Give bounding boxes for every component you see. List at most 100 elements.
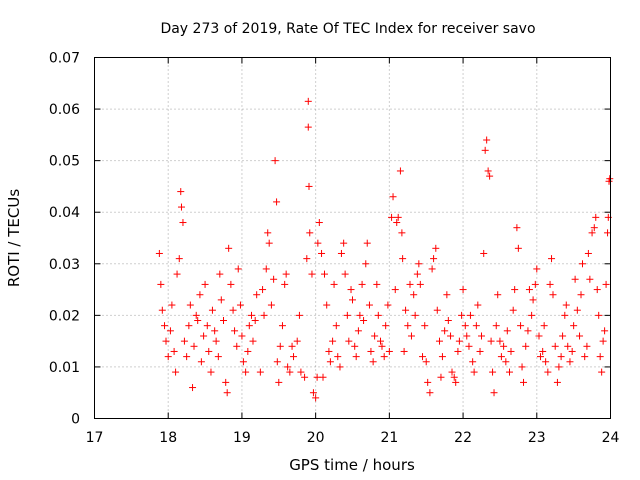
data-point xyxy=(290,353,298,361)
data-point xyxy=(380,353,388,361)
data-point xyxy=(315,219,323,227)
data-point xyxy=(360,317,368,325)
data-point xyxy=(332,322,340,330)
data-point xyxy=(578,260,586,268)
y-tick-labels: 0 0.01 0.02 0.03 0.04 0.05 0.06 0.07 xyxy=(49,51,80,428)
data-point xyxy=(487,337,495,345)
data-point xyxy=(396,167,404,175)
y-tick-label: 0.04 xyxy=(49,205,80,221)
data-point xyxy=(419,353,427,361)
data-point xyxy=(377,337,385,345)
data-point xyxy=(369,358,377,366)
data-point xyxy=(455,337,463,345)
data-point xyxy=(318,249,326,257)
data-point xyxy=(304,97,312,105)
data-point xyxy=(329,337,337,345)
data-point xyxy=(200,332,208,340)
data-point xyxy=(256,368,264,376)
data-point xyxy=(536,353,544,361)
data-point xyxy=(227,280,235,288)
data-point xyxy=(196,291,204,299)
data-point xyxy=(421,322,429,330)
data-point xyxy=(205,347,213,355)
data-point xyxy=(212,337,220,345)
data-point xyxy=(281,280,289,288)
data-point xyxy=(185,322,193,330)
data-point xyxy=(374,311,382,319)
data-point xyxy=(424,378,432,386)
data-point xyxy=(334,353,342,361)
data-point xyxy=(489,368,497,376)
data-point xyxy=(388,213,396,221)
data-point xyxy=(596,353,604,361)
data-point xyxy=(393,219,401,227)
data-point xyxy=(500,342,508,350)
data-point xyxy=(239,358,247,366)
data-point xyxy=(172,368,180,376)
data-point xyxy=(293,337,301,345)
data-point xyxy=(466,311,474,319)
data-point xyxy=(601,327,609,335)
data-point xyxy=(340,239,348,247)
data-point xyxy=(362,260,370,268)
data-point xyxy=(253,291,261,299)
data-point xyxy=(231,327,239,335)
data-point xyxy=(347,286,355,294)
data-point xyxy=(602,280,610,288)
data-point xyxy=(599,337,607,345)
data-point xyxy=(506,368,514,376)
data-point xyxy=(211,327,219,335)
data-point xyxy=(367,347,375,355)
data-point xyxy=(179,219,187,227)
data-point xyxy=(459,286,467,294)
data-point xyxy=(278,322,286,330)
data-point xyxy=(251,317,259,325)
data-point xyxy=(559,332,567,340)
data-point xyxy=(507,347,515,355)
data-point xyxy=(354,327,362,335)
data-point xyxy=(400,347,408,355)
data-point xyxy=(486,172,494,180)
data-point xyxy=(416,280,424,288)
data-point xyxy=(406,280,414,288)
data-point xyxy=(183,353,191,361)
data-point xyxy=(483,136,491,144)
data-point xyxy=(458,311,466,319)
data-point xyxy=(481,146,489,154)
data-point xyxy=(553,378,561,386)
data-point xyxy=(284,363,292,371)
data-point xyxy=(463,332,471,340)
data-point xyxy=(168,301,176,309)
data-point xyxy=(454,347,462,355)
data-point xyxy=(595,311,603,319)
data-point xyxy=(494,291,502,299)
data-point xyxy=(606,175,614,183)
data-point xyxy=(341,270,349,278)
data-point xyxy=(319,373,327,381)
data-point xyxy=(518,363,526,371)
data-point xyxy=(385,347,393,355)
data-point xyxy=(433,306,441,314)
data-point xyxy=(197,358,205,366)
data-point xyxy=(242,368,250,376)
data-point xyxy=(337,249,345,257)
data-point xyxy=(503,327,511,335)
data-point xyxy=(161,322,169,330)
data-point xyxy=(443,291,451,299)
data-point xyxy=(513,224,521,232)
data-point xyxy=(330,280,338,288)
data-point xyxy=(276,342,284,350)
data-point xyxy=(478,332,485,340)
y-tick-label: 0.06 xyxy=(49,102,80,118)
data-point xyxy=(509,306,517,314)
data-point xyxy=(535,332,543,340)
data-point xyxy=(399,255,407,263)
data-point xyxy=(410,291,418,299)
data-point xyxy=(320,270,328,278)
data-point xyxy=(173,270,181,278)
data-point xyxy=(531,280,539,288)
x-tick-label: 22 xyxy=(454,430,472,446)
data-point xyxy=(430,255,438,263)
data-point xyxy=(428,265,436,273)
data-point xyxy=(238,332,246,340)
